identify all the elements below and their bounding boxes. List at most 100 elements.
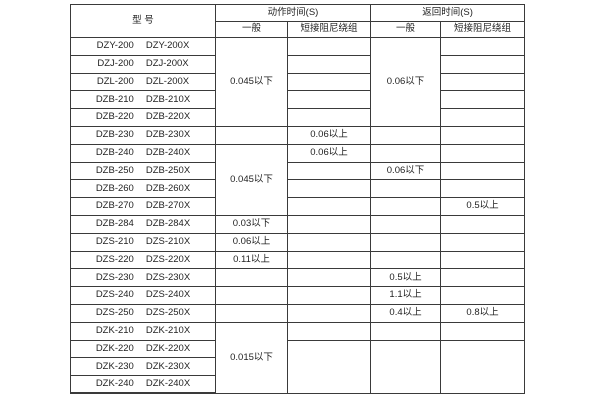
action-general-cell: 0.11以上 [215,250,288,270]
model-cell: DZB-210 DZB-210X [70,90,216,110]
model-name-primary: DZK-240 [95,378,134,390]
action-general-cell [215,303,288,323]
model-name-variant: DZB-270X [145,200,191,212]
action-damped-cell [286,268,372,288]
model-cell: DZL-200 DZL-200X [70,72,216,92]
model-name-variant: DZB-210X [145,93,191,105]
action-damped-cell [286,90,372,110]
table-row: DZL-200 DZL-200X [70,72,526,92]
col-header-action-time: 动作时间(S) [214,4,372,22]
model-name-variant: DZS-240X [145,289,191,301]
action-damped-cell [286,321,372,341]
return-damped-cell [440,321,526,341]
model-name-primary: DZS-220 [95,253,134,265]
action-damped-cell [286,72,372,92]
action-damped-cell [286,179,372,199]
table-row: DZS-250 DZS-250X 0.4以上 0.8以上 [70,303,526,323]
return-damped-cell [440,90,526,110]
action-damped-cell [286,108,372,127]
table-row: DZK-220 DZK-220X [70,339,526,394]
model-name-primary: DZY-200 [96,40,134,52]
col-header-return-time: 返回时间(S) [370,4,526,22]
model-cell: DZJ-200 DZJ-200X [70,54,216,74]
model-name-primary: DZB-230 [95,129,134,141]
action-damped-cell [286,339,372,394]
return-general-cell [370,197,442,216]
return-general-cell [370,214,442,234]
action-damped-cell: 0.06以上 [286,125,372,145]
return-damped-cell [440,339,526,394]
col-header-return-damped-winding: 短接阻尼绕组 [440,21,526,38]
model-cell: DZB-230 DZB-230X [70,125,216,145]
table-row: DZS-210 DZS-210X 0.06以上 [70,232,526,252]
model-name-primary: DZB-210 [95,93,134,105]
model-cell: DZY-200 DZY-200X [70,37,216,56]
action-damped-cell [286,303,372,323]
return-general-cell: 1.1以上 [370,286,442,305]
model-name-variant: DZY-200X [145,40,190,52]
return-damped-cell [440,286,526,305]
model-name-variant: DZS-250X [145,307,191,319]
table-row: DZB-260 DZB-260X [70,179,526,199]
model-name-primary: DZB-260 [95,182,134,194]
model-cell: DZS-250 DZS-250X [70,303,216,323]
model-name-primary: DZB-284 [95,218,134,230]
table-row: DZS-230 DZS-230X 0.5以上 [70,268,526,288]
action-damped-cell: 0.06以上 [286,143,372,163]
return-damped-cell [440,108,526,127]
model-cell: DZK-240 DZK-240X [70,375,216,395]
model-cell: DZK-220 DZK-220X [70,339,216,359]
model-name-primary: DZL-200 [96,75,134,87]
model-name-variant: DZK-230X [145,360,191,372]
model-name-variant: DZB-240X [145,146,191,158]
return-general-cell: 0.06以下 [370,161,442,181]
model-cell: DZB-240 DZB-240X [70,143,216,163]
model-name-variant: DZB-220X [145,111,191,123]
model-name-primary: DZB-250 [95,164,134,176]
table-row: DZK-230 DZK-230X [70,357,525,377]
model-cell: DZB-220 DZB-220X [70,108,216,127]
model-name-primary: DZK-220 [95,342,134,354]
model-cell: DZK-230 DZK-230X [70,357,216,377]
model-cell: DZS-240 DZS-240X [70,286,216,305]
table-row: DZB-284 DZB-284X 0.03以下 [70,214,526,234]
model-name-primary: DZK-230 [95,360,134,372]
model-name-variant: DZB-260X [145,182,191,194]
action-damped-cell [286,286,372,305]
model-name-variant: DZB-250X [145,164,191,176]
return-general-cell [370,143,442,163]
table-row: DZB-230 DZB-230X 0.06以上 [70,125,526,145]
model-name-primary: DZS-230 [95,271,134,283]
action-general-cell: 0.045以下 [215,37,288,127]
return-damped-cell [440,179,526,199]
model-cell: DZB-260 DZB-260X [70,179,216,199]
model-name-primary: DZK-210 [95,324,134,336]
return-damped-cell [440,232,526,252]
action-damped-cell [286,197,372,216]
return-general-cell [370,339,442,394]
return-damped-cell: 0.5以上 [440,197,526,216]
return-damped-cell: 0.8以上 [440,303,526,323]
header-row-groups: 型 号 动作时间(S) 返回时间(S) [70,4,526,38]
col-header-return-general: 一般 [370,21,442,38]
return-general-cell [370,250,442,270]
table-row: DZY-200 DZY-200X 0.045以下 0.06以下 [70,37,526,127]
model-name-variant: DZB-230X [145,129,191,141]
return-general-cell: 0.4以上 [370,303,442,323]
model-name-variant: DZB-284X [145,218,191,230]
model-name-variant: DZK-220X [145,342,191,354]
table-row: DZB-270 DZB-270X 0.5以上 [70,197,526,216]
action-general-cell [215,125,288,145]
model-name-variant: DZJ-200X [145,57,189,69]
relay-spec-table: 型 号 动作时间(S) 返回时间(S) 一般 短接阻尼绕组 一般 短接阻尼绕组 … [70,4,526,395]
model-name-primary: DZS-240 [95,289,134,301]
return-general-cell: 0.06以下 [370,37,442,127]
model-name-variant: DZK-210X [145,324,191,336]
model-name-primary: DZS-250 [95,307,134,319]
table-row: DZB-220 DZB-220X [70,108,526,127]
model-cell: DZB-284 DZB-284X [70,214,216,234]
header-row-subs: 一般 短接阻尼绕组 一般 短接阻尼绕组 [71,21,526,38]
model-cell: DZS-230 DZS-230X [70,268,216,288]
model-name-primary: DZB-270 [95,200,134,212]
